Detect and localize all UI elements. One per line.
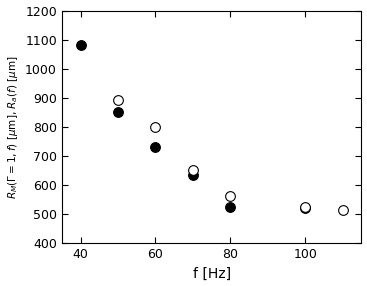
Y-axis label: $R_M(\Gamma=1,f)$ [$\mu$m], $R_a(f)$ [$\mu$m]: $R_M(\Gamma=1,f)$ [$\mu$m], $R_a(f)$ [$\… — [6, 55, 19, 198]
X-axis label: f [Hz]: f [Hz] — [193, 267, 231, 281]
